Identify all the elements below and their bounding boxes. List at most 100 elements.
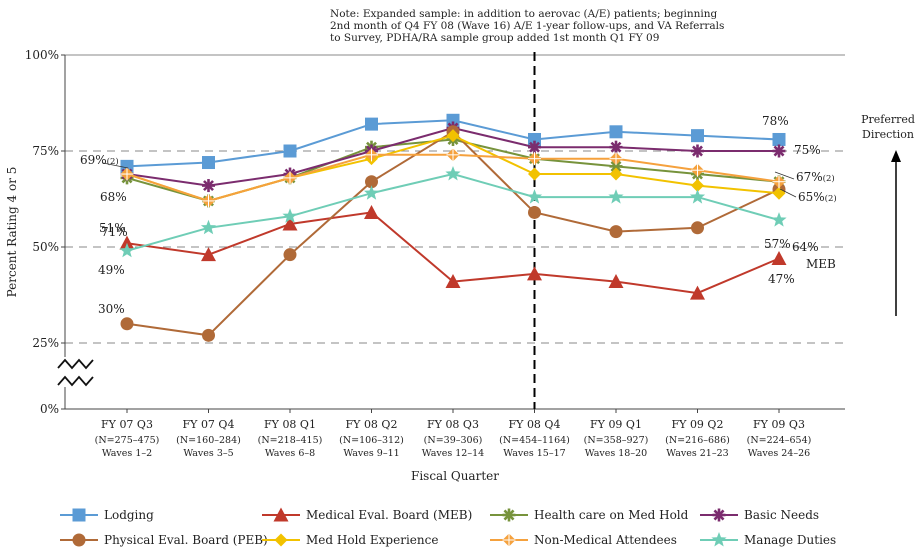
- data-point: [608, 274, 624, 289]
- x-tick-n: (N=358–927): [584, 435, 649, 446]
- x-tick-label: FY 08 Q3: [427, 418, 479, 431]
- chart-note-line: Note: Expanded sample: in addition to ae…: [330, 8, 718, 20]
- data-label: 68%: [100, 190, 127, 204]
- x-tick-waves: Waves 21–23: [666, 448, 728, 459]
- data-point: [528, 140, 541, 154]
- data-point: [691, 129, 704, 143]
- preferred-direction-arrowhead: [891, 150, 901, 162]
- data-point: [771, 212, 787, 227]
- legend-item: Med Hold Experience: [262, 533, 438, 547]
- y-tick-label: 100%: [25, 48, 59, 62]
- preferred-direction-label: Direction: [862, 128, 914, 141]
- data-point: [445, 274, 461, 289]
- x-tick-waves: Waves 12–14: [422, 448, 484, 459]
- data-point: [283, 171, 297, 185]
- data-point: [689, 189, 706, 204]
- series-medical-eval-board-meb: [119, 204, 787, 300]
- data-point: [201, 247, 216, 262]
- data-point: [691, 221, 704, 235]
- legend-label: Health care on Med Hold: [534, 508, 689, 522]
- data-point: [72, 533, 86, 547]
- data-point: [120, 317, 134, 331]
- legend-item: Basic Needs: [700, 508, 819, 522]
- legend-label: Manage Duties: [744, 533, 836, 547]
- data-point: [273, 507, 289, 522]
- y-tick-label: 75%: [32, 144, 59, 158]
- x-tick-waves: Waves 24–26: [748, 448, 810, 459]
- data-point: [445, 166, 461, 181]
- series-line: [126, 153, 780, 202]
- data-point: [119, 235, 135, 250]
- series-line: [126, 172, 780, 252]
- data-point: [502, 533, 516, 547]
- x-tick-label: FY 08 Q4: [509, 418, 561, 431]
- data-point: [608, 189, 624, 204]
- data-point: [528, 167, 541, 181]
- data-label: 47%: [768, 272, 795, 286]
- y-tick-label: 25%: [32, 336, 59, 350]
- data-label: 51%: [99, 221, 126, 235]
- data-point: [771, 251, 787, 266]
- data-point: [365, 175, 378, 189]
- leader-line: [779, 188, 797, 198]
- axis-break-mark: [57, 375, 94, 387]
- data-point: [365, 117, 378, 131]
- legend-label: Medical Eval. Board (MEB): [306, 508, 472, 522]
- data-point: [712, 508, 726, 522]
- preferred-direction-label: Preferred: [861, 113, 915, 126]
- data-point: [502, 508, 516, 522]
- data-point: [72, 508, 86, 522]
- y-tick-label: 50%: [32, 240, 59, 254]
- data-point: [120, 167, 134, 181]
- data-point: [283, 144, 297, 158]
- data-point: [446, 129, 460, 143]
- data-point: [526, 189, 543, 204]
- data-point: [527, 266, 542, 281]
- data-point: [202, 179, 215, 193]
- data-point: [609, 225, 623, 239]
- data-point: [282, 208, 298, 223]
- x-tick-label: FY 07 Q3: [101, 418, 153, 431]
- legend-item: Lodging: [60, 508, 154, 522]
- x-tick-n: (N=224–654): [747, 435, 812, 446]
- data-point: [363, 185, 380, 200]
- leader-line: [102, 162, 129, 169]
- chart-note-line: to Survey, PDHA/RA sample group added 1s…: [330, 32, 659, 44]
- data-point: [772, 175, 786, 189]
- legend-item: Manage Duties: [700, 532, 836, 547]
- x-tick-label: FY 08 Q1: [264, 418, 316, 431]
- series-lodging: [120, 113, 786, 173]
- legend-item: Health care on Med Hold: [490, 508, 689, 522]
- x-tick-n: (N=454–1164): [499, 435, 570, 446]
- x-tick-n: (N=106–312): [339, 435, 404, 446]
- x-tick-n: (N=218–415): [258, 435, 323, 446]
- x-tick-label: FY 08 Q2: [346, 418, 398, 431]
- x-tick-n: (N=160–284): [176, 435, 241, 446]
- legend-item: Medical Eval. Board (MEB): [262, 507, 472, 522]
- data-point: [365, 148, 378, 162]
- data-label: 75%: [794, 143, 821, 157]
- x-axis-label: Fiscal Quarter: [411, 469, 499, 483]
- legend-item: Physical Eval. Board (PEB): [60, 533, 268, 547]
- data-point: [690, 285, 705, 300]
- data-label: 30%: [98, 302, 125, 316]
- data-label: 67%(2): [796, 170, 835, 184]
- x-tick-n: (N=216–686): [665, 435, 730, 446]
- axis-break-mark: [57, 358, 94, 370]
- x-tick-waves: Waves 3–5: [183, 448, 233, 459]
- legend-item: Non-Medical Attendees: [490, 533, 677, 547]
- data-point: [202, 328, 215, 342]
- legend-label: Basic Needs: [744, 508, 819, 522]
- x-tick-waves: Waves 9–11: [343, 448, 399, 459]
- data-label: 71%: [101, 225, 128, 239]
- data-point: [691, 144, 704, 158]
- x-tick-waves: Waves 6–8: [265, 448, 315, 459]
- x-tick-waves: Waves 18–20: [585, 448, 647, 459]
- data-point: [609, 140, 623, 154]
- leader-line: [774, 171, 795, 180]
- legend-label: Lodging: [104, 508, 154, 522]
- x-tick-waves: Waves 1–2: [102, 448, 152, 459]
- data-label: 49%: [98, 263, 125, 277]
- x-tick-label: FY 09 Q1: [590, 418, 642, 431]
